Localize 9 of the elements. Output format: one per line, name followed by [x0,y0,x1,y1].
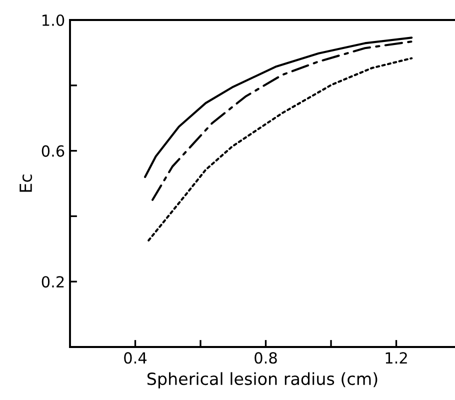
y-tick-label: 0.2 [42,276,64,288]
x-axis-title: Spherical lesion radius (cm) [147,372,378,388]
x-tick-label: 0.4 [124,352,147,364]
line-series [148,57,413,242]
x-tick-label: 1.2 [386,352,407,364]
x-tick-label: 0.8 [254,352,277,364]
y-axis-title: Ec [20,174,32,192]
y-tick-label: 0.6 [42,145,64,157]
y-tick-label: 1.0 [42,14,64,26]
